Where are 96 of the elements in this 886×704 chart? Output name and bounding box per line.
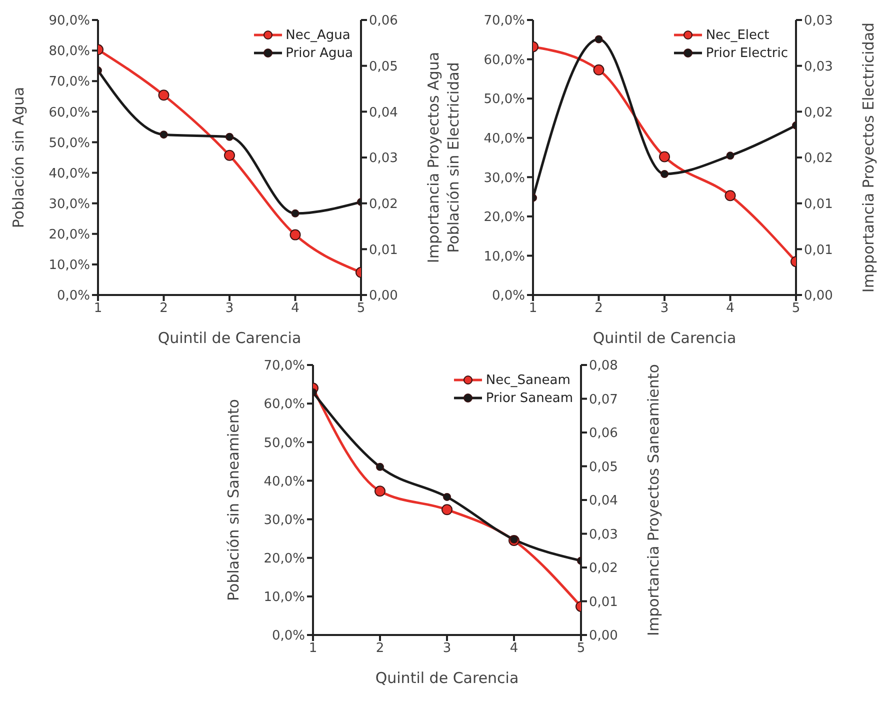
y-axis-title: Población sin Agua <box>9 86 28 228</box>
y2-tick-label: 0,07 <box>589 392 618 408</box>
legend-label: Prior Saneam <box>486 390 573 406</box>
legend-label: Nec_Saneam <box>486 372 570 388</box>
x-axis-title: Quintil de Carencia <box>592 329 736 347</box>
x-tick-label: 5 <box>356 301 366 316</box>
x-tick-label: 3 <box>225 301 234 316</box>
y-tick-label: 30,0% <box>264 512 305 528</box>
y-tick-label: 70,0% <box>484 14 525 29</box>
x-tick-label: 3 <box>442 641 452 656</box>
point <box>726 152 734 160</box>
point <box>160 130 168 139</box>
y-tick-label: 30,0% <box>48 196 90 212</box>
x-tick-label: 4 <box>291 301 300 316</box>
point <box>376 462 384 471</box>
point <box>659 151 670 162</box>
y2-tick-label: 0,01 <box>804 196 833 212</box>
y-tick-label: 10,0% <box>484 249 525 264</box>
point <box>443 492 451 501</box>
y2-tick-label: 0,03 <box>589 527 618 542</box>
y-tick-label: 60,0% <box>264 397 305 412</box>
point <box>158 90 170 101</box>
y2-tick-label: 0,04 <box>589 494 618 509</box>
y-tick-label: 40,0% <box>264 474 305 490</box>
y-tick-label: 70,0% <box>264 358 305 374</box>
y-tick-label: 40,0% <box>484 131 525 146</box>
y-tick-label: 10,0% <box>264 590 305 606</box>
y-tick-label: 10,0% <box>48 258 90 274</box>
x-tick-label: 4 <box>510 641 518 656</box>
point <box>291 209 300 218</box>
y2-axis-title: Impportancia Proyectos Electricidad <box>859 22 878 293</box>
y-tick-label: 20,0% <box>48 228 90 243</box>
point <box>374 486 386 497</box>
point <box>224 150 235 161</box>
point <box>594 35 603 44</box>
x-tick-label: 3 <box>660 301 669 316</box>
x-tick-label: 2 <box>594 301 603 316</box>
y-tick-label: 20,0% <box>484 210 525 226</box>
y-tick-label: 90,0% <box>48 14 90 29</box>
x-tick-label: 5 <box>576 641 586 656</box>
y2-tick-label: 0,02 <box>804 105 833 120</box>
y2-tick-label: 0,00 <box>589 628 618 644</box>
y2-tick-label: 0,01 <box>369 242 398 258</box>
y-axis-title: Población sin Saneamiento <box>224 399 242 601</box>
x-tick-label: 1 <box>528 301 538 316</box>
y2-tick-label: 0,03 <box>369 151 398 166</box>
y-axis-title: Población sin Electricidad <box>444 62 462 253</box>
point <box>660 170 668 178</box>
x-tick-label: 1 <box>94 301 102 316</box>
y-tick-label: 0,0% <box>492 288 525 304</box>
y2-tick-label: 0,02 <box>804 151 833 166</box>
y2-tick-label: 0,06 <box>369 14 398 29</box>
y2-tick-label: 0,00 <box>804 288 833 304</box>
y-tick-label: 50,0% <box>264 436 305 451</box>
y2-tick-label: 0,06 <box>589 426 618 442</box>
legend-label: Prior Electric <box>706 46 788 60</box>
point <box>510 535 518 544</box>
legend-label: Prior Agua <box>286 46 353 60</box>
legend-label: Nec_Agua <box>286 28 350 42</box>
y-tick-label: 60,0% <box>48 105 90 120</box>
y2-tick-label: 0,01 <box>804 242 833 258</box>
y2-tick-label: 0,05 <box>589 460 618 475</box>
y-tick-label: 0,0% <box>56 288 90 304</box>
y-tick-label: 30,0% <box>484 170 525 186</box>
legend-label: Nec_Elect <box>706 28 770 42</box>
y2-tick-label: 0,03 <box>804 14 833 29</box>
x-tick-label: 5 <box>792 301 800 316</box>
y2-tick-label: 0,08 <box>589 358 618 374</box>
y2-axis-title: Importancia Proyectos Saneamiento <box>644 364 662 636</box>
y-tick-label: 50,0% <box>48 136 90 151</box>
y-tick-label: 80,0% <box>48 44 90 60</box>
point <box>290 229 301 240</box>
y-tick-label: 60,0% <box>484 52 525 68</box>
y2-tick-label: 0,00 <box>369 288 398 304</box>
y-tick-label: 20,0% <box>264 551 305 566</box>
x-tick-label: 2 <box>160 301 168 316</box>
y2-axis-title: Importancia Proyectos Agua <box>424 52 442 264</box>
y-tick-label: 40,0% <box>48 166 90 182</box>
y-tick-label: 50,0% <box>484 92 525 108</box>
y2-tick-label: 0,01 <box>589 594 618 610</box>
x-tick-label: 1 <box>308 641 318 656</box>
y2-tick-label: 0,02 <box>369 196 398 212</box>
y2-tick-label: 0,03 <box>804 59 833 74</box>
x-tick-label: 4 <box>726 301 734 316</box>
y2-tick-label: 0,04 <box>369 105 398 120</box>
x-axis-title: Quintil de Carencia <box>158 329 302 347</box>
point <box>593 64 604 76</box>
point <box>226 132 234 141</box>
point <box>724 190 736 202</box>
y-tick-label: 0,0% <box>272 628 305 644</box>
x-tick-label: 2 <box>376 641 384 656</box>
x-axis-title: Quintil de Carencia <box>375 669 519 687</box>
y2-tick-label: 0,02 <box>589 561 618 576</box>
point <box>442 504 452 516</box>
y-tick-label: 70,0% <box>48 74 90 90</box>
y2-tick-label: 0,05 <box>369 59 398 74</box>
